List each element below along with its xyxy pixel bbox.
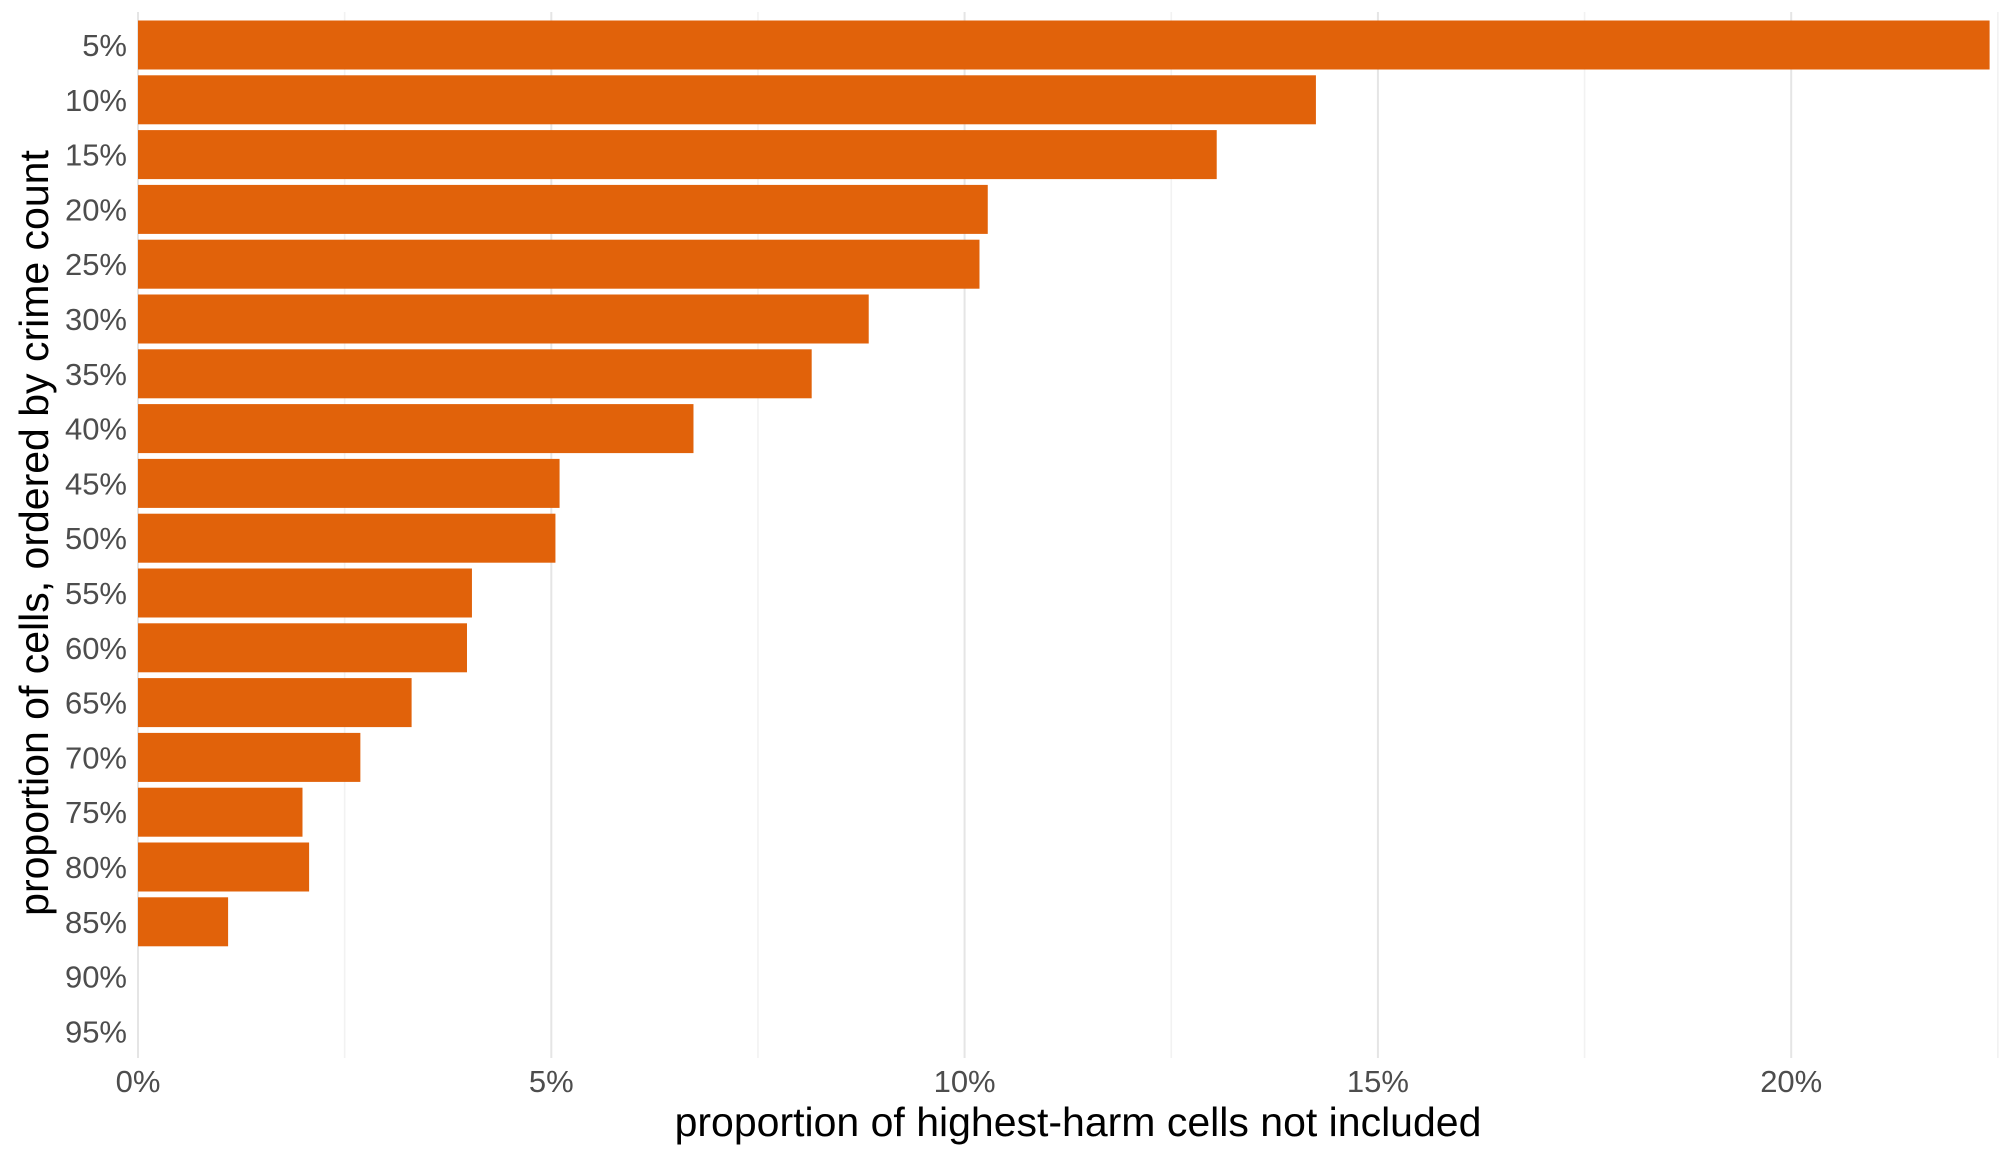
- x-tick-label: 20%: [1760, 1064, 1822, 1099]
- x-axis-title: proportion of highest-harm cells not inc…: [675, 1099, 1482, 1145]
- y-tick-label: 55%: [65, 576, 127, 611]
- y-tick-label: 60%: [65, 631, 127, 666]
- x-tick-labels: 0% 5% 10% 15% 20%: [116, 1064, 1823, 1099]
- bar: [138, 623, 467, 673]
- y-tick-label: 25%: [65, 247, 127, 282]
- bar: [138, 458, 560, 508]
- y-tick-label: 5%: [82, 28, 127, 63]
- bar: [138, 404, 694, 454]
- y-tick-label: 30%: [65, 302, 127, 337]
- y-tick-label: 75%: [65, 795, 127, 830]
- x-tick-label: 5%: [529, 1064, 574, 1099]
- y-tick-label: 15%: [65, 138, 127, 173]
- bar: [138, 184, 988, 234]
- x-tick-label: 0%: [116, 1064, 161, 1099]
- y-tick-label: 80%: [65, 850, 127, 885]
- y-tick-labels: 5% 10% 15% 20% 25% 30% 35% 40% 45% 50% 55% 60% 65% 70…: [65, 28, 127, 1049]
- y-tick-label: 70%: [65, 740, 127, 775]
- bar: [138, 349, 812, 399]
- bar: [138, 20, 1990, 70]
- y-tick-label: 45%: [65, 466, 127, 501]
- y-tick-label: 20%: [65, 192, 127, 227]
- y-tick-label: 90%: [65, 960, 127, 995]
- y-tick-label: 65%: [65, 686, 127, 721]
- y-tick-label: 35%: [65, 357, 127, 392]
- bar: [138, 842, 310, 892]
- y-tick-label: 95%: [65, 1014, 127, 1049]
- bar: [138, 513, 556, 563]
- y-tick-label: 85%: [65, 905, 127, 940]
- bar: [138, 568, 472, 618]
- bar: [138, 787, 303, 837]
- bar: [138, 678, 412, 728]
- bar: [138, 294, 869, 344]
- y-tick-label: 10%: [65, 83, 127, 118]
- y-tick-label: 40%: [65, 412, 127, 447]
- x-tick-label: 15%: [1347, 1064, 1409, 1099]
- x-tick-label: 10%: [934, 1064, 996, 1099]
- y-tick-label: 50%: [65, 521, 127, 556]
- bar: [138, 732, 361, 782]
- bars: [138, 20, 1990, 947]
- bar: [138, 75, 1316, 125]
- bar: [138, 130, 1217, 180]
- bar: [138, 897, 229, 947]
- y-axis-title: proportion of cells, ordered by crime co…: [11, 150, 57, 916]
- bar: [138, 239, 980, 289]
